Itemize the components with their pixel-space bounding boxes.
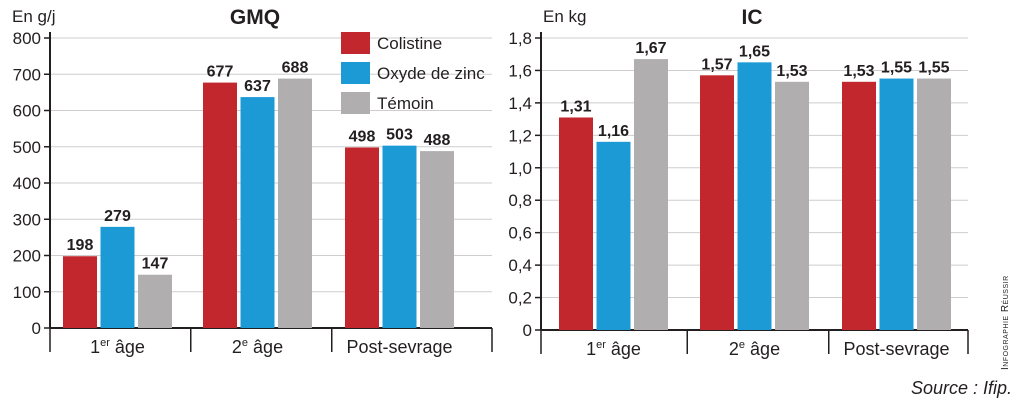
ic-category-label: 2e âge xyxy=(729,339,780,359)
legend-swatch xyxy=(341,32,370,54)
ic-bar-colistine xyxy=(700,75,734,330)
ic-bar-oxyde-de-zinc xyxy=(879,78,914,330)
ic-ytick-label: 0,2 xyxy=(508,289,532,308)
gmq-bar-colistine xyxy=(63,256,97,328)
ic-ytick-label: 0,8 xyxy=(508,191,532,210)
gmq-ytick-label: 600 xyxy=(13,102,41,121)
source-note: Source : Ifip. xyxy=(910,378,1012,398)
gmq-bar-oxyde-de-zinc xyxy=(100,226,135,328)
gmq-bar-témoin xyxy=(278,78,312,328)
gmq-data-label: 688 xyxy=(282,60,309,77)
gmq-data-label: 677 xyxy=(207,64,234,81)
legend-swatch xyxy=(341,92,370,114)
gmq-ytick-label: 100 xyxy=(13,283,41,302)
gmq-bar-oxyde-de-zinc xyxy=(240,97,275,329)
gmq-y-axis-label: En g/j xyxy=(12,7,55,26)
gmq-data-label: 498 xyxy=(349,128,376,145)
legend-label: Colistine xyxy=(377,34,442,53)
ic-ytick-label: 1,4 xyxy=(508,94,532,113)
gmq-data-label: 488 xyxy=(424,132,451,149)
ic-bar-témoin xyxy=(917,78,951,330)
ic-category-label: 1er âge xyxy=(586,339,641,359)
infographic-credit: Infographie Réussir xyxy=(1000,275,1011,370)
gmq-category-label: Post-sevrage xyxy=(346,337,452,357)
ic-ytick-label: 0 xyxy=(523,321,532,340)
gmq-bar-colistine xyxy=(345,147,379,328)
legend-label: Oxyde de zinc xyxy=(377,64,485,83)
ic-bar-témoin xyxy=(634,59,668,330)
ic-ytick-label: 1,8 xyxy=(508,29,532,48)
gmq-ytick-label: 700 xyxy=(13,65,41,84)
ic-ytick-label: 0,4 xyxy=(508,256,532,275)
ic-bar-oxyde-de-zinc xyxy=(737,62,772,330)
ic-data-label: 1,53 xyxy=(776,63,807,80)
gmq-chart-title: GMQ xyxy=(230,6,280,29)
gmq-ytick-label: 500 xyxy=(13,138,41,157)
ic-data-label: 1,16 xyxy=(598,123,629,140)
gmq-data-label: 147 xyxy=(142,256,169,273)
gmq-bar-colistine xyxy=(203,82,237,329)
ic-data-label: 1,31 xyxy=(560,98,591,115)
ic-bar-témoin xyxy=(775,81,809,330)
ic-data-label: 1,67 xyxy=(635,40,666,57)
gmq-data-label: 279 xyxy=(104,208,131,225)
ic-data-label: 1,53 xyxy=(843,63,874,80)
legend-label: Témoin xyxy=(377,94,434,113)
gmq-bar-témoin xyxy=(138,274,172,328)
ic-bar-oxyde-de-zinc xyxy=(596,141,631,330)
gmq-category-label: 2e âge xyxy=(232,337,283,357)
ic-data-label: 1,55 xyxy=(881,60,912,77)
gmq-ytick-label: 300 xyxy=(13,210,41,229)
ic-bar-colistine xyxy=(842,81,876,330)
ic-ytick-label: 1,2 xyxy=(508,126,532,145)
ic-data-label: 1,65 xyxy=(739,43,770,60)
gmq-category-label: 1er âge xyxy=(90,337,145,357)
ic-data-label: 1,55 xyxy=(918,60,949,77)
ic-data-label: 1,57 xyxy=(701,56,732,73)
gmq-data-label: 637 xyxy=(244,78,271,95)
ic-ytick-label: 1,0 xyxy=(508,159,532,178)
ic-category-label: Post-sevrage xyxy=(843,339,949,359)
gmq-bar-oxyde-de-zinc xyxy=(382,145,417,328)
ic-ytick-label: 0,6 xyxy=(508,224,532,243)
gmq-data-label: 503 xyxy=(386,127,413,144)
gmq-ytick-label: 800 xyxy=(13,29,41,48)
gmq-ytick-label: 200 xyxy=(13,247,41,266)
gmq-ytick-label: 0 xyxy=(32,319,41,338)
gmq-ytick-label: 400 xyxy=(13,174,41,193)
gmq-data-label: 198 xyxy=(67,237,94,254)
ic-ytick-label: 1,6 xyxy=(508,61,532,80)
ic-y-axis-label: En kg xyxy=(543,7,586,26)
ic-chart-title: IC xyxy=(742,6,763,29)
gmq-bar-témoin xyxy=(420,151,454,328)
ic-bar-colistine xyxy=(559,117,593,330)
legend-swatch xyxy=(341,62,370,84)
